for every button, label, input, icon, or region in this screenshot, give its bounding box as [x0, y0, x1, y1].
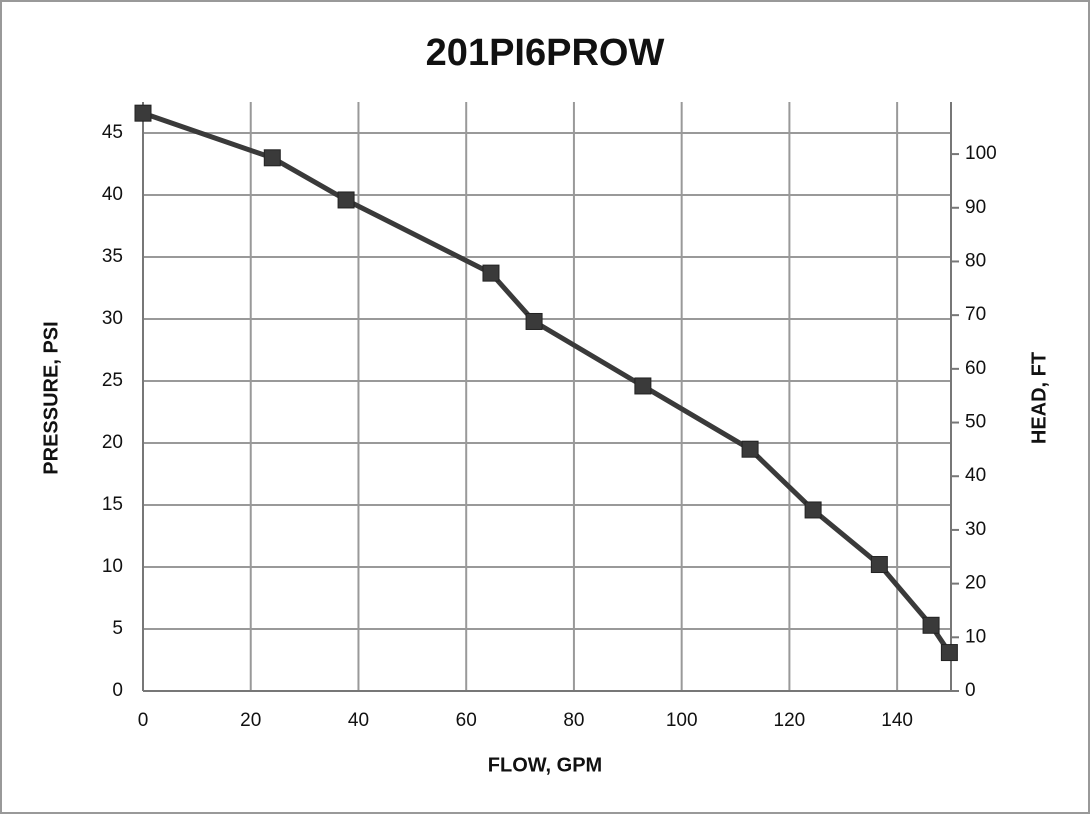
data-point: [134, 104, 152, 122]
x-tick-label: 60: [456, 710, 477, 731]
data-point: [741, 440, 759, 458]
data-point: [922, 616, 940, 634]
y2-tick-label: 30: [965, 519, 986, 540]
y2-tick-label: 100: [965, 143, 997, 164]
x-tick-label: 100: [666, 710, 698, 731]
data-point: [482, 264, 500, 282]
y-axis-label: PRESSURE, PSI: [40, 321, 62, 474]
x-tick-label: 40: [348, 710, 369, 731]
data-point: [525, 312, 543, 330]
y2-axis-label: HEAD, FT: [1028, 352, 1050, 444]
x-tick-label: 80: [563, 710, 584, 731]
y-tick-label: 5: [112, 618, 123, 639]
x-tick-label: 20: [240, 710, 261, 731]
y2-tick-label: 90: [965, 197, 986, 218]
data-point: [804, 501, 822, 519]
y-tick-label: 10: [102, 556, 123, 577]
y2-tick-label: 10: [965, 626, 986, 647]
data-point: [940, 644, 958, 662]
y2-tick-label: 0: [965, 680, 976, 701]
data-point: [870, 556, 888, 574]
x-tick-label: 140: [881, 710, 913, 731]
data-point: [337, 191, 355, 209]
y-tick-label: 25: [102, 370, 123, 391]
y2-tick-label: 60: [965, 358, 986, 379]
y-tick-label: 20: [102, 432, 123, 453]
y-tick-label: 15: [102, 494, 123, 515]
chart-title: 201PI6PROW: [426, 32, 665, 74]
data-point: [263, 149, 281, 167]
y2-tick-label: 50: [965, 412, 986, 433]
y2-tick-label: 20: [965, 573, 986, 594]
x-tick-label: 0: [138, 710, 149, 731]
y-tick-label: 0: [112, 680, 123, 701]
x-tick-label: 120: [774, 710, 806, 731]
y2-tick-label: 80: [965, 250, 986, 271]
y-tick-label: 35: [102, 246, 123, 267]
y-tick-label: 30: [102, 308, 123, 329]
y2-tick-label: 40: [965, 465, 986, 486]
y-tick-label: 40: [102, 184, 123, 205]
y-tick-label: 45: [102, 122, 123, 143]
y2-tick-label: 70: [965, 304, 986, 325]
data-point: [634, 377, 652, 395]
x-axis-label: FLOW, GPM: [488, 754, 602, 776]
